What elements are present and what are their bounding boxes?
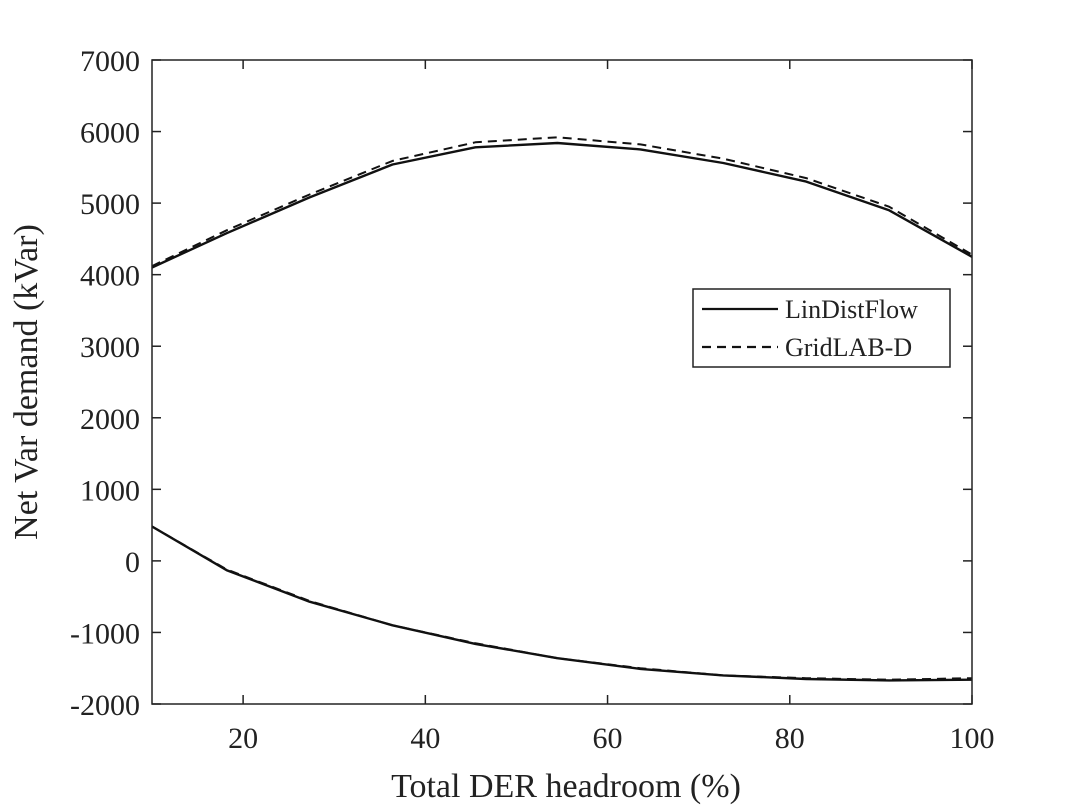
series-line-lindistflow-upper <box>151 141 973 269</box>
plot-lines <box>151 136 973 682</box>
y-tick-label: 5000 <box>80 188 140 221</box>
legend-label-lindistflow: LinDistFlow <box>785 295 918 324</box>
y-tick-label: 2000 <box>80 403 140 436</box>
legend: LinDistFlow GridLAB-D <box>692 288 951 368</box>
y-tick-label: 0 <box>125 546 140 579</box>
x-tick-label: 60 <box>593 722 623 755</box>
legend-label-gridlabd: GridLAB-D <box>785 333 912 362</box>
axis-ticks <box>152 59 973 705</box>
x-tick-label: 100 <box>950 722 995 755</box>
x-tick-label: 80 <box>775 722 805 755</box>
y-tick-label: 1000 <box>80 474 140 507</box>
y-tick-label: -1000 <box>70 617 140 650</box>
y-axis-label: Net Var demand (kVar) <box>8 224 45 540</box>
y-tick-label: 4000 <box>80 260 140 293</box>
plot-frame <box>151 59 973 705</box>
series-line-gridlab-d-lower <box>151 525 973 681</box>
y-tick-label: 7000 <box>80 45 140 78</box>
axis-tick-labels: 20 40 60 80 100 -2000 -1000 0 1000 2000 3000 4000 50… <box>70 45 995 755</box>
y-tick-label: 6000 <box>80 117 140 150</box>
x-tick-label: 40 <box>410 722 440 755</box>
series-line-gridlab-d-upper <box>151 136 973 268</box>
y-tick-label: -2000 <box>70 689 140 722</box>
legend-box <box>692 288 951 368</box>
x-axis-label: Total DER headroom (%) <box>391 768 741 805</box>
y-tick-label: 3000 <box>80 331 140 364</box>
x-tick-label: 20 <box>228 722 258 755</box>
